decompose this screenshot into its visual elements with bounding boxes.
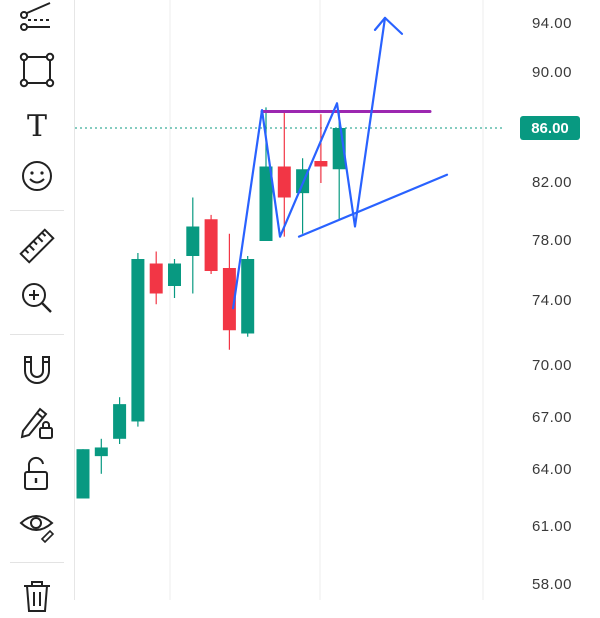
text-tool[interactable]: T bbox=[10, 102, 64, 146]
candle-body bbox=[204, 219, 218, 271]
zigzag-pattern-line[interactable] bbox=[231, 17, 387, 310]
candle bbox=[222, 233, 236, 350]
eye-icon bbox=[19, 515, 55, 543]
candle-body bbox=[259, 166, 273, 241]
rectangle-tool-icon bbox=[19, 52, 55, 88]
current-price-badge: 86.00 bbox=[520, 116, 580, 140]
emoji-tool-icon bbox=[22, 161, 52, 191]
text-tool-icon: T bbox=[27, 109, 47, 143]
toolbar-divider bbox=[10, 210, 64, 211]
candle-body bbox=[131, 259, 145, 422]
chart-canvas[interactable] bbox=[75, 0, 600, 600]
arrow-head-left[interactable] bbox=[373, 16, 387, 31]
trash-tool[interactable] bbox=[10, 574, 64, 618]
drawing-toolbar: T bbox=[0, 0, 75, 612]
candle-body bbox=[168, 263, 181, 286]
candle-body bbox=[222, 268, 236, 331]
price-chart[interactable]: 94.00 90.00 86.00 82.00 78.00 74.00 70.00 67.00… bbox=[75, 0, 600, 600]
price-axis-label: 90.00 bbox=[531, 64, 572, 81]
price-axis-label: 58.00 bbox=[531, 576, 572, 593]
candle-body bbox=[314, 161, 328, 167]
candle-body bbox=[76, 449, 90, 499]
unlock-icon bbox=[24, 456, 48, 490]
toolbar-divider bbox=[10, 334, 64, 335]
trash-icon bbox=[24, 581, 50, 612]
candle-body bbox=[113, 404, 127, 439]
svg-text:T: T bbox=[27, 109, 47, 143]
candle bbox=[168, 259, 181, 298]
ruler-tool[interactable] bbox=[10, 224, 64, 268]
candle-body bbox=[241, 259, 255, 334]
price-axis-label: 82.00 bbox=[531, 174, 572, 191]
arrow-head-right[interactable] bbox=[383, 16, 404, 35]
lock-drawings-tool[interactable] bbox=[10, 400, 64, 444]
candle bbox=[94, 438, 108, 474]
price-axis-label: 70.00 bbox=[531, 357, 572, 374]
toolbar-divider bbox=[10, 562, 64, 563]
candle bbox=[149, 251, 163, 305]
multi-line-tool[interactable] bbox=[10, 0, 64, 38]
user-drawings[interactable] bbox=[231, 16, 449, 310]
candle bbox=[241, 256, 255, 337]
zoom-in-tool[interactable] bbox=[10, 276, 64, 320]
candle bbox=[277, 110, 291, 237]
unlock-tool[interactable] bbox=[10, 452, 64, 496]
price-axis-label: 74.00 bbox=[531, 292, 572, 309]
candle-body bbox=[94, 447, 108, 457]
candle bbox=[314, 114, 328, 183]
price-axis-label: 64.00 bbox=[531, 461, 572, 478]
candle-body bbox=[186, 226, 200, 256]
zoom-in-icon bbox=[22, 283, 52, 313]
candle bbox=[76, 449, 90, 499]
candle-body bbox=[277, 166, 291, 198]
support-trend-line[interactable] bbox=[297, 173, 449, 238]
emoji-tool[interactable] bbox=[10, 154, 64, 198]
price-axis-label: 61.00 bbox=[531, 518, 572, 535]
ruler-icon bbox=[19, 228, 55, 264]
magnet-icon bbox=[24, 356, 50, 384]
candlestick-series bbox=[76, 107, 346, 499]
candle bbox=[131, 253, 145, 427]
lock-drawings-icon bbox=[20, 407, 53, 439]
candle bbox=[113, 397, 127, 444]
candle bbox=[332, 111, 346, 220]
price-axis-label: 78.00 bbox=[531, 232, 572, 249]
magnet-tool[interactable] bbox=[10, 348, 64, 392]
candle bbox=[186, 197, 200, 294]
candle bbox=[259, 107, 273, 241]
price-axis-label: 94.00 bbox=[531, 15, 572, 32]
candle bbox=[204, 214, 218, 274]
multi-line-tool-icon bbox=[20, 2, 51, 31]
price-axis-label: 67.00 bbox=[531, 409, 572, 426]
candle-body bbox=[149, 263, 163, 294]
hide-drawings-tool[interactable] bbox=[10, 502, 64, 546]
rectangle-tool[interactable] bbox=[10, 48, 64, 92]
chart-grid bbox=[169, 0, 484, 600]
